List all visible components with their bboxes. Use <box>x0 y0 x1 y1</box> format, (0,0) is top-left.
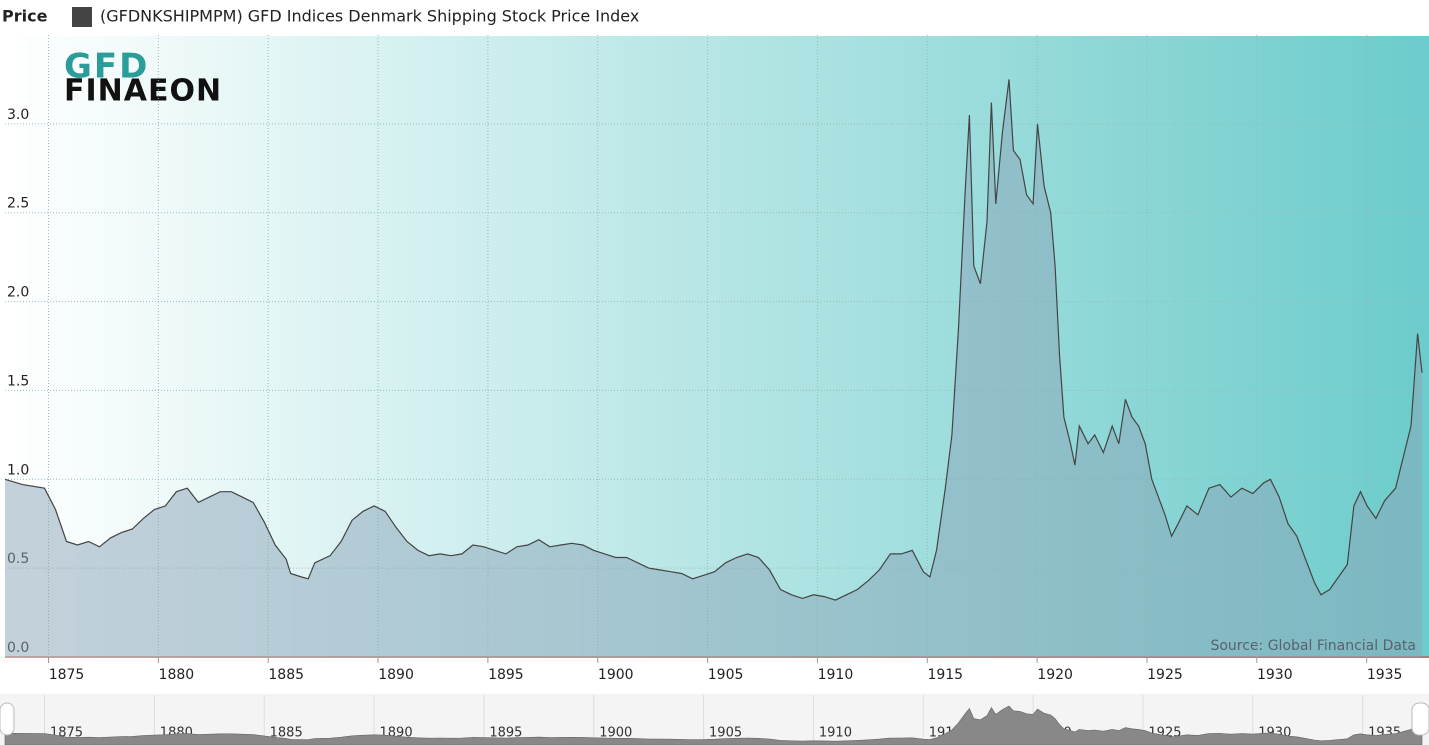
y-tick-label: 1.0 <box>7 462 29 478</box>
x-tick-label: 1905 <box>708 667 744 683</box>
navigator-handle[interactable] <box>0 702 15 736</box>
x-tick-label: 1915 <box>927 667 963 683</box>
navigator-tick-label: 1910 <box>819 726 852 741</box>
navigator-area <box>4 705 1423 745</box>
logo-top: GFD <box>64 47 149 87</box>
y-tick-label: 2.0 <box>7 285 29 301</box>
x-tick-label: 1900 <box>598 667 634 683</box>
x-tick-label: 1875 <box>49 667 85 683</box>
legend-swatch <box>72 7 92 27</box>
x-tick-label: 1880 <box>159 667 195 683</box>
area-line <box>4 79 1423 601</box>
axis-title: Price <box>2 7 48 26</box>
navigator-handle[interactable] <box>1411 702 1429 736</box>
navigator-tick-label: 1900 <box>599 726 632 741</box>
navigator-tick-label: 1885 <box>270 726 303 741</box>
logo-bottom: FINAEON <box>64 74 222 109</box>
x-tick-label: 1920 <box>1037 667 1073 683</box>
y-tick-label: 1.5 <box>7 373 29 389</box>
x-tick-label: 1935 <box>1367 667 1403 683</box>
navigator-tick-label: 1905 <box>709 726 742 741</box>
x-tick-label: 1925 <box>1147 667 1183 683</box>
y-tick-label: 2.5 <box>7 196 29 212</box>
x-tick-label: 1910 <box>818 667 854 683</box>
x-tick-label: 1885 <box>268 667 304 683</box>
x-tick-label: 1930 <box>1257 667 1293 683</box>
y-tick-label: 3.0 <box>7 107 29 123</box>
x-tick-label: 1895 <box>488 667 524 683</box>
navigator-tick-label: 1895 <box>489 726 522 741</box>
x-tick-label: 1890 <box>378 667 414 683</box>
legend-label[interactable]: (GFDNKSHIPMPM) GFD Indices Denmark Shipp… <box>100 7 639 26</box>
area-fill <box>5 79 1422 657</box>
